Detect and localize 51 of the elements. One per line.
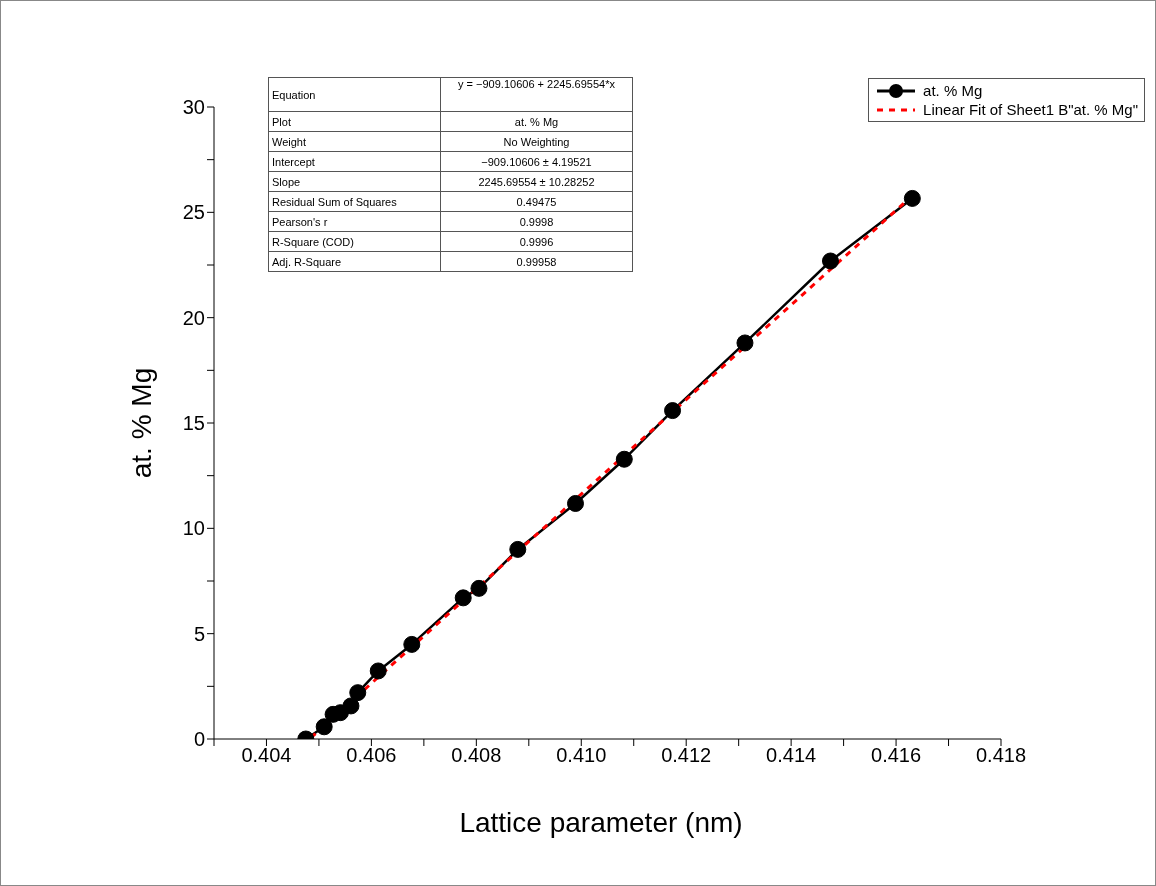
- x-tick-label: 0.418: [975, 744, 1027, 767]
- point: [342, 697, 360, 715]
- point: [509, 540, 527, 558]
- point: [821, 252, 839, 270]
- annotation: 0.9998: [440, 211, 633, 232]
- annotation: −909.10606 ± 4.19521: [440, 151, 633, 172]
- point: [615, 450, 633, 468]
- annotation: 0.99958: [440, 251, 633, 272]
- x-tick-label: 0.414: [766, 744, 817, 767]
- annotation: 0.9996: [440, 231, 633, 252]
- y-tick-label: 30: [182, 96, 205, 119]
- x-tick-label: 0.416: [871, 744, 922, 767]
- x-tick-label: 0.404: [241, 744, 292, 767]
- point: [369, 662, 387, 680]
- annotation: R-Square (COD): [268, 231, 441, 252]
- annotation: Pearson's r: [268, 211, 441, 232]
- legend-label: Linear Fit of Sheet1 B"at. % Mg": [923, 101, 1138, 118]
- y-tick-label: 20: [182, 306, 205, 329]
- point: [903, 189, 921, 207]
- point: [349, 684, 367, 702]
- text: y = −909.10606 + 2245.69554*x: [440, 77, 633, 112]
- annotation: Intercept: [268, 151, 441, 172]
- y-tick-label: 5: [193, 622, 205, 645]
- annotation: 0.49475: [440, 191, 633, 212]
- text: Equation: [268, 77, 441, 112]
- point: [454, 589, 472, 607]
- annotation: No Weighting: [440, 131, 633, 152]
- annotation: 2245.69554 ± 10.28252: [440, 171, 633, 192]
- annotation: at. % Mg: [440, 111, 633, 132]
- annotation: Plot: [268, 111, 441, 132]
- point: [315, 718, 333, 736]
- annotation: Residual Sum of Squares: [268, 191, 441, 212]
- point: [567, 494, 584, 512]
- x-axis-title: Lattice parameter (nm): [459, 807, 743, 838]
- y-axis-title: at. % Mg: [126, 367, 157, 479]
- point: [403, 635, 421, 653]
- point: [470, 579, 488, 597]
- point: [664, 402, 682, 420]
- x-tick-label: 0.412: [661, 744, 712, 767]
- annotation: Adj. R-Square: [268, 251, 441, 272]
- legend-label: at. % Mg: [923, 82, 983, 99]
- x-tick-label: 0.408: [451, 744, 502, 767]
- x-tick-label: 0.410: [556, 744, 607, 767]
- annotation: Slope: [268, 171, 441, 192]
- x-tick-label: 0.406: [346, 744, 397, 767]
- point: [736, 334, 754, 352]
- y-tick-label: 10: [182, 517, 205, 540]
- y-tick-label: 15: [182, 412, 205, 435]
- y-tick-label: 0: [193, 728, 205, 751]
- y-tick-label: 25: [182, 201, 205, 224]
- annotation: Weight: [268, 131, 441, 152]
